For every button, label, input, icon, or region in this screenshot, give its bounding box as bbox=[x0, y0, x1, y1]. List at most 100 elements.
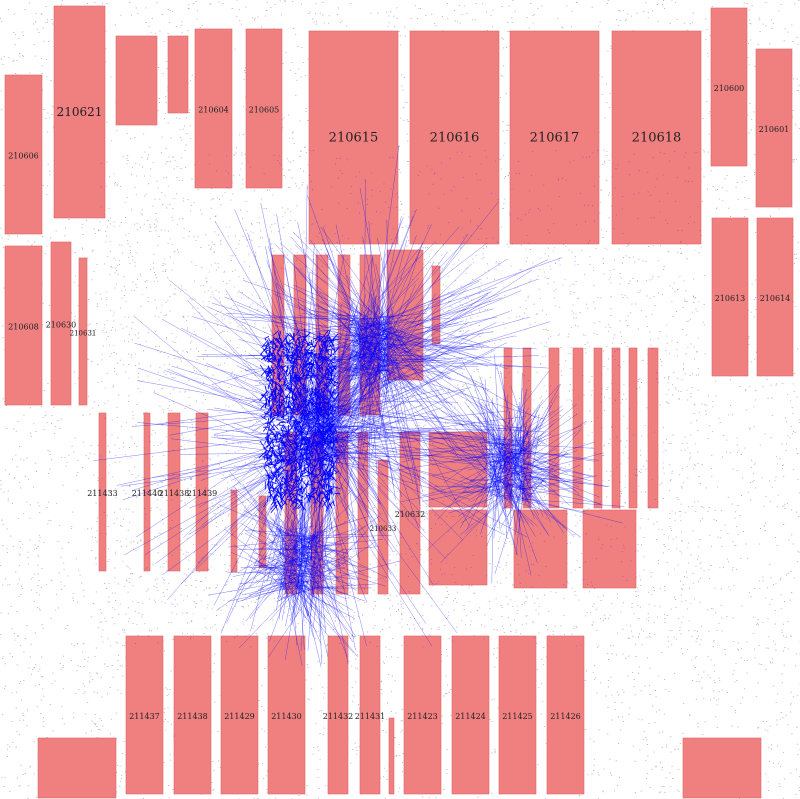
macro-block: 211425 bbox=[498, 635, 537, 795]
macro-block-label: 210606 bbox=[8, 152, 39, 161]
macro-block-rect bbox=[755, 48, 793, 208]
macro-block: 210600 bbox=[710, 7, 748, 167]
macro-block-label: 210621 bbox=[57, 105, 103, 119]
macro-block: 210621 bbox=[53, 5, 106, 219]
macro-block-rect bbox=[711, 217, 749, 377]
macro-block-label: 210605 bbox=[249, 106, 280, 115]
macro-block: 210617 bbox=[509, 30, 600, 245]
macro-block-unlabeled bbox=[647, 347, 659, 509]
macro-block: 210608 bbox=[4, 245, 43, 406]
macro-block-label: 210630 bbox=[46, 321, 77, 330]
macro-block: 211431 bbox=[355, 635, 386, 795]
macro-block: 210605 bbox=[245, 28, 283, 189]
macro-block: 211424 bbox=[451, 635, 490, 795]
macro-block: 211429 bbox=[220, 635, 259, 795]
macro-block-rect bbox=[327, 635, 349, 795]
macro-block: 211439 bbox=[187, 412, 218, 572]
macro-block: 210618 bbox=[611, 30, 702, 245]
macro-block-unlabeled bbox=[167, 35, 189, 114]
macro-block-label: 210632 bbox=[395, 510, 426, 519]
macro-block-rect bbox=[267, 635, 306, 795]
macro-block-label: 210618 bbox=[632, 131, 682, 146]
macro-block-label: 210617 bbox=[530, 131, 580, 146]
net-wires bbox=[93, 145, 625, 667]
macro-block-rect bbox=[451, 635, 490, 795]
macro-block-rect bbox=[359, 635, 381, 795]
macro-block: 211430 bbox=[267, 635, 306, 795]
macro-block-label: 210613 bbox=[715, 294, 746, 303]
macro-block-label: 210604 bbox=[198, 106, 229, 115]
macro-block-label: 210600 bbox=[714, 84, 745, 93]
macro-block: 210614 bbox=[756, 217, 794, 377]
macro-block-label: 210616 bbox=[430, 131, 480, 146]
macro-block: 210601 bbox=[755, 48, 793, 208]
macro-block-rect bbox=[308, 30, 399, 245]
macro-block-rect bbox=[4, 245, 43, 406]
macro-block-unlabeled bbox=[593, 347, 603, 509]
macro-block-label: 211431 bbox=[355, 712, 386, 721]
macro-block-rect bbox=[125, 635, 164, 795]
macro-block-rect bbox=[167, 412, 181, 572]
macro-block-label: 211438 bbox=[177, 712, 208, 721]
macro-block-label: 210614 bbox=[760, 294, 791, 303]
macro-block-rect bbox=[403, 635, 442, 795]
macro-block-unlabeled bbox=[611, 347, 621, 509]
macro-block-label: 211424 bbox=[455, 712, 486, 721]
macro-block-label: 210615 bbox=[329, 131, 379, 146]
macro-block: 210604 bbox=[194, 28, 233, 189]
macro-block: 211438 bbox=[159, 412, 190, 572]
macro-block-label: 211432 bbox=[323, 712, 354, 721]
macro-block: 211432 bbox=[323, 635, 354, 795]
macro-block-label: 210601 bbox=[759, 125, 790, 134]
macro-block-rect bbox=[509, 30, 600, 245]
macro-block-label: 210608 bbox=[8, 323, 39, 332]
macro-block: 210630 bbox=[46, 241, 77, 406]
macro-block-label: 211439 bbox=[187, 489, 218, 498]
macro-block-label: 211440 bbox=[132, 489, 163, 498]
macro-block-label: 211423 bbox=[407, 712, 438, 721]
macro-block-unlabeled bbox=[572, 347, 584, 509]
macro-block-label: 211425 bbox=[502, 712, 533, 721]
macro-block: 210615 bbox=[308, 30, 399, 245]
macro-block-rect bbox=[50, 241, 72, 406]
macro-block: 210606 bbox=[4, 74, 43, 235]
macro-block-label: 211438 bbox=[159, 489, 190, 498]
macro-block-rect bbox=[611, 30, 702, 245]
macro-block-rect bbox=[245, 28, 283, 189]
macro-block-label: 211437 bbox=[129, 712, 160, 721]
macro-block-unlabeled bbox=[513, 509, 568, 589]
macro-block-rect bbox=[546, 635, 585, 795]
macro-block-label: 211433 bbox=[87, 489, 118, 498]
macro-block: 211438 bbox=[173, 635, 212, 795]
macro-block-unlabeled bbox=[428, 509, 488, 586]
macro-block-label: 210633 bbox=[370, 525, 397, 533]
macro-block: 211437 bbox=[125, 635, 164, 795]
macro-block-rect bbox=[195, 412, 209, 572]
macro-block-rect bbox=[53, 5, 106, 219]
macro-block-unlabeled bbox=[258, 495, 267, 569]
macro-block-unlabeled bbox=[682, 737, 762, 799]
macro-block-rect bbox=[194, 28, 233, 189]
macro-block: 211423 bbox=[403, 635, 442, 795]
macro-block-label: 210631 bbox=[70, 330, 97, 338]
macro-block: 211426 bbox=[546, 635, 585, 795]
macro-block-label: 211429 bbox=[224, 712, 255, 721]
macro-block-unlabeled bbox=[115, 35, 158, 126]
net-core bbox=[258, 328, 341, 514]
macro-block-rect bbox=[710, 7, 748, 167]
net-pin-specks bbox=[100, 149, 701, 650]
macro-block-label: 211426 bbox=[550, 712, 581, 721]
macro-block-rect bbox=[220, 635, 259, 795]
macro-block-rect bbox=[78, 257, 88, 406]
macro-block-rect bbox=[173, 635, 212, 795]
macro-block: 211433 bbox=[87, 412, 118, 572]
macro-block-rect bbox=[756, 217, 794, 377]
macro-block-unlabeled bbox=[37, 737, 117, 799]
macro-block-unlabeled bbox=[582, 509, 637, 589]
macro-block-rect bbox=[4, 74, 43, 235]
macro-block-label: 211430 bbox=[271, 712, 302, 721]
macro-block-unlabeled bbox=[628, 347, 638, 509]
